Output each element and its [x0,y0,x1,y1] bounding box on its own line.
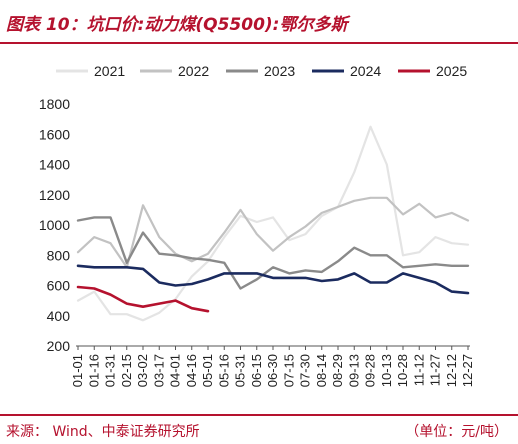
series-line-2022 [76,196,470,269]
x-tick-label: 08-29 [330,354,345,387]
x-tick-label: 06-15 [249,354,264,387]
x-tick-label: 09-28 [363,354,378,387]
y-axis: 200 400 600 800 1000 1200 1400 1600 1800 [39,96,70,354]
series-line-2023 [76,216,470,290]
series-line-2024 [76,264,470,295]
unit-note: （单位：元/吨） [405,424,508,440]
footer-divider [0,414,518,416]
figure-footer: 来源： Wind、中泰证券研究所 （单位：元/吨） [0,414,518,444]
legend-label-2021: 2021 [94,63,125,79]
x-tick-label: 12-12 [444,354,459,387]
y-tick-label: 200 [47,338,71,354]
x-tick-label: 10-13 [379,354,394,387]
x-tick-label: 01-01 [70,354,85,387]
x-tick-label: 01-16 [86,354,101,387]
chart-area: 2021 2022 2023 2024 2025 200 400 600 800 1000 120… [0,46,518,414]
y-tick-label: 1400 [39,157,70,173]
y-tick-label: 1600 [39,126,70,142]
legend-label-2023: 2023 [264,63,295,79]
title-divider [0,42,518,44]
legend-label-2024: 2024 [350,63,381,79]
x-tick-label: 08-14 [314,354,329,387]
x-axis: 01-01 01-16 01-31 02-15 03-02 03-17 04-01 04-16… [70,345,475,387]
x-tick-label: 09-13 [346,354,361,387]
x-tick-label: 05-01 [200,354,215,387]
y-tick-label: 1800 [39,96,70,112]
source-note: 来源： Wind、中泰证券研究所 [6,424,200,440]
y-tick-label: 1000 [39,217,70,233]
x-tick-label: 03-17 [151,354,166,387]
legend-label-2025: 2025 [436,63,467,79]
series-line-2021 [76,125,470,322]
y-tick-label: 800 [47,247,71,263]
x-tick-label: 02-15 [119,354,134,387]
y-tick-label: 1200 [39,187,70,203]
figure-header: 图表 10：坑口价:动力煤(Q5500):鄂尔多斯 [0,0,518,46]
x-tick-label: 12-27 [460,354,475,387]
x-tick-label: 03-02 [135,354,150,387]
line-chart: 2021 2022 2023 2024 2025 200 400 600 800 1000 120… [39,63,475,387]
x-tick-label: 05-16 [216,354,231,387]
x-tick-label: 10-28 [395,354,410,387]
x-tick-label: 06-30 [265,354,280,387]
figure-title: 图表 10：坑口价:动力煤(Q5500):鄂尔多斯 [6,15,348,35]
x-tick-label: 07-15 [281,354,296,387]
x-tick-label: 11-12 [411,354,426,386]
x-tick-label: 07-30 [298,354,313,387]
x-tick-label: 05-31 [233,354,248,387]
series-line-2025 [76,285,210,313]
plot-area [76,125,470,322]
chart-legend: 2021 2022 2023 2024 2025 [56,63,467,79]
y-tick-label: 600 [47,278,71,294]
x-tick-label: 11-27 [428,354,443,386]
x-tick-label: 04-16 [184,354,199,387]
x-tick-label: 04-01 [168,354,183,387]
x-tick-label: 01-31 [103,354,118,387]
legend-label-2022: 2022 [178,63,209,79]
y-tick-label: 400 [47,308,71,324]
